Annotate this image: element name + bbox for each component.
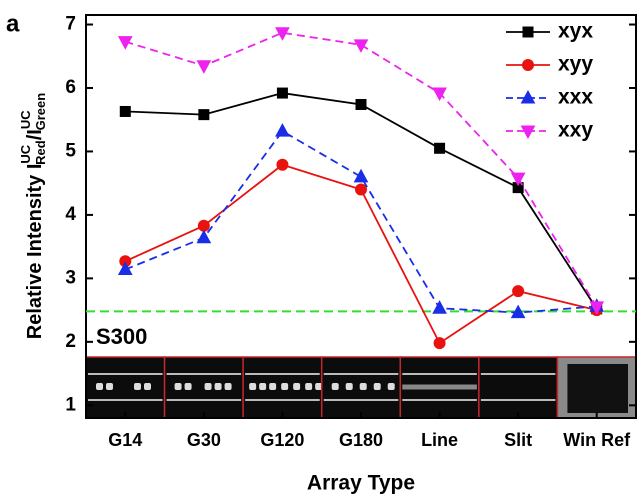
y-label-sup: UC — [18, 144, 33, 163]
y-tick-label: 4 — [65, 204, 76, 225]
panel-label: a — [6, 10, 20, 37]
data-point — [196, 229, 212, 244]
y-tick-label: 2 — [65, 331, 76, 352]
sem-dot — [293, 383, 301, 390]
y-tick-label: 1 — [65, 394, 76, 415]
annotation: S300 — [96, 324, 147, 349]
y-tick-label: 5 — [65, 140, 76, 161]
y-label-sup: UC — [18, 110, 33, 129]
x-tick-label: Line — [421, 430, 458, 450]
legend-marker — [520, 89, 536, 104]
x-axis-label: Array Type — [307, 472, 415, 495]
legend-label: xyx — [558, 20, 593, 43]
y-tick-label: 7 — [65, 14, 76, 35]
sem-image — [478, 356, 559, 419]
data-point — [353, 39, 369, 53]
data-point — [512, 285, 525, 298]
data-point — [275, 123, 290, 137]
data-point — [117, 261, 133, 275]
data-point — [432, 87, 447, 102]
sem-dot — [96, 383, 103, 390]
sem-dot — [269, 383, 277, 390]
sem-dot — [331, 383, 339, 390]
sem-dot — [106, 383, 113, 390]
data-point — [510, 172, 526, 187]
y-label-sub: Green — [33, 93, 48, 131]
sem-dot — [214, 383, 222, 390]
data-point — [117, 36, 133, 50]
legend-marker — [520, 125, 536, 140]
data-point — [433, 337, 446, 350]
x-tick-label: G120 — [260, 430, 304, 450]
sem-dot — [249, 383, 257, 390]
series-line — [125, 92, 598, 310]
data-point — [434, 142, 446, 154]
data-point — [275, 27, 290, 41]
data-point — [355, 98, 367, 110]
data-point — [196, 60, 212, 74]
series-line — [124, 129, 597, 314]
sem-dot — [345, 383, 353, 390]
y-axis-label: Relative Intensity IUCRed/IUCGreen — [18, 93, 48, 340]
y-label-mid: /I — [24, 129, 46, 140]
data-point — [589, 301, 605, 315]
sem-dot — [373, 383, 381, 390]
data-point — [119, 105, 131, 117]
legend-label: xxx — [558, 86, 593, 109]
y-tick-label: 3 — [65, 267, 76, 288]
x-tick-label: Slit — [504, 430, 532, 450]
y-label-main: Relative Intensity I — [24, 164, 46, 340]
sem-dot — [259, 383, 267, 390]
legend-marker — [522, 26, 534, 38]
y-label-sub: Red — [33, 140, 48, 165]
x-tick-label: G14 — [108, 430, 142, 450]
sem-dot — [144, 383, 151, 390]
sem-window — [567, 364, 628, 413]
legend-marker — [522, 59, 534, 71]
y-tick-label: 6 — [65, 77, 76, 98]
data-point — [197, 219, 210, 232]
data-point — [432, 300, 447, 314]
sem-dot — [184, 383, 192, 390]
sem-dot — [305, 383, 313, 390]
data-point — [198, 109, 210, 121]
data-point — [353, 168, 369, 183]
sem-dot — [315, 383, 323, 390]
data-point — [355, 183, 367, 196]
data-point — [276, 158, 289, 171]
data-point — [510, 304, 526, 319]
x-tick-label: G30 — [187, 430, 221, 450]
legend-label: xyy — [558, 53, 593, 76]
sem-dot — [204, 383, 212, 390]
x-tick-label: G180 — [339, 430, 383, 450]
sem-dot — [359, 383, 367, 390]
sem-dot — [174, 383, 182, 390]
sem-dot — [281, 383, 289, 390]
legend-label: xxy — [558, 119, 593, 142]
sem-dot — [134, 383, 141, 390]
x-tick-label: Win Ref — [563, 430, 631, 450]
sem-dot — [387, 383, 395, 390]
data-point — [276, 87, 288, 99]
sem-dot — [224, 383, 232, 390]
